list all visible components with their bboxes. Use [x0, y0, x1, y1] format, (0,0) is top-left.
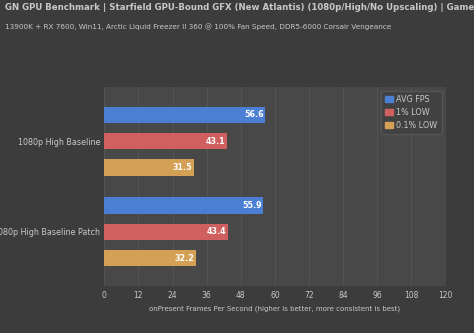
Legend: AVG FPS, 1% LOW, 0.1% LOW: AVG FPS, 1% LOW, 0.1% LOW — [381, 91, 442, 134]
Text: 43.4: 43.4 — [207, 227, 226, 236]
Text: 55.9: 55.9 — [242, 201, 262, 210]
Text: 43.1: 43.1 — [206, 137, 226, 146]
Bar — [104, 224, 228, 240]
Bar — [104, 133, 227, 149]
Text: 32.2: 32.2 — [174, 254, 194, 263]
Bar — [104, 159, 194, 175]
Text: GN GPU Benchmark | Starfield GPU-Bound GFX (New Atlantis) (1080p/High/No Upscali: GN GPU Benchmark | Starfield GPU-Bound G… — [5, 3, 474, 12]
X-axis label: onPresent Frames Per Second (higher is better, more consistent is best): onPresent Frames Per Second (higher is b… — [149, 306, 401, 312]
Text: 31.5: 31.5 — [173, 163, 192, 172]
Text: 13900K + RX 7600, Win11, Arctic Liquid Freezer II 360 @ 100% Fan Speed, DDR5-600: 13900K + RX 7600, Win11, Arctic Liquid F… — [5, 23, 391, 30]
Bar — [104, 197, 263, 214]
Bar — [104, 250, 196, 266]
Bar — [104, 107, 265, 123]
Text: 56.6: 56.6 — [244, 110, 264, 119]
